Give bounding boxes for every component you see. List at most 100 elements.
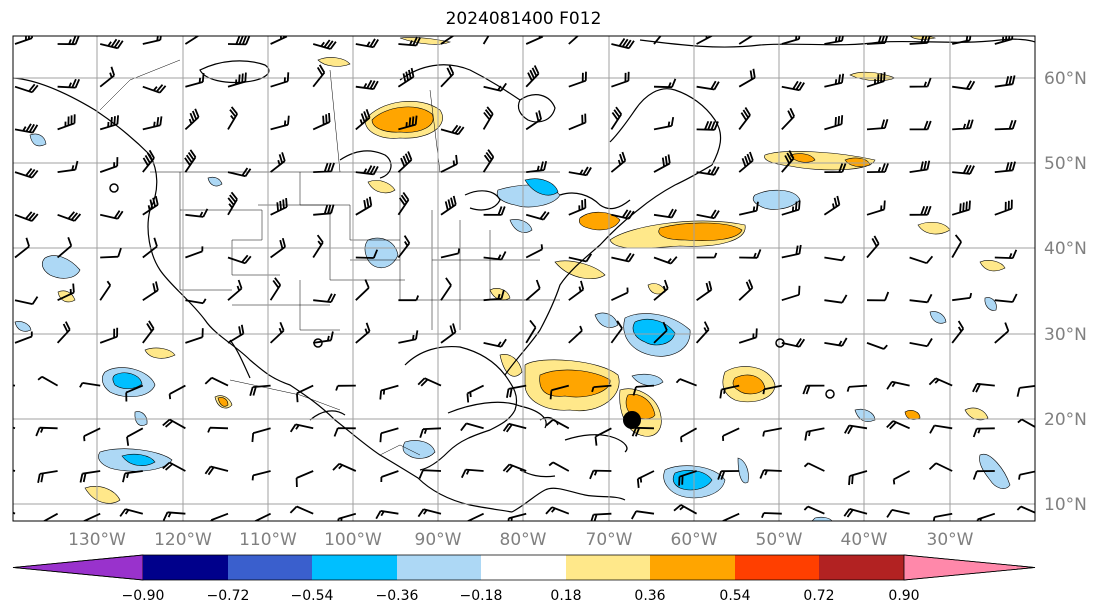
wind-barb [653, 116, 675, 131]
wind-barb [14, 168, 39, 179]
wind-barb [636, 470, 655, 488]
wind-barb [972, 470, 995, 480]
wind-barb [270, 152, 286, 173]
wind-barb [204, 465, 229, 476]
wind-barb [142, 320, 155, 344]
wind-barb [162, 418, 186, 430]
lat-label: 10°N [1044, 495, 1087, 515]
wind-barb [928, 462, 953, 472]
wind-barb [335, 384, 356, 391]
colorbar-tick-label: 0.54 [719, 588, 750, 604]
wind-barb [610, 106, 623, 130]
wind-barb [929, 424, 953, 434]
wind-barb [761, 512, 782, 519]
wind-barb [952, 80, 976, 91]
wind-barb [1018, 470, 1035, 480]
wind-barb [99, 157, 119, 173]
wind-barb [397, 235, 411, 259]
wind-barb [210, 512, 229, 521]
wind-barb [951, 320, 965, 344]
wind-barb [99, 115, 119, 131]
wind-barb [696, 80, 720, 91]
wind-barb [57, 283, 75, 302]
wind-barb [440, 323, 457, 344]
colorbar-extend-high [903, 554, 1036, 581]
wind-barb [781, 150, 795, 173]
wind-barb [14, 123, 39, 134]
colorbar-tick-label: −0.54 [291, 588, 334, 604]
wind-barb [227, 106, 238, 130]
wind-barb [568, 36, 580, 45]
wind-barb [379, 427, 399, 443]
wind-barb [56, 321, 71, 344]
wind-barb [397, 151, 413, 173]
wind-barb [380, 470, 399, 483]
wind-barb [994, 119, 1017, 131]
wind-barb [227, 72, 247, 88]
wind-barb [168, 384, 186, 400]
wind-barb [738, 328, 758, 344]
wind-barb [525, 110, 542, 131]
wind-barb [928, 377, 953, 387]
wind-barb [207, 426, 229, 433]
wind-barb [99, 210, 124, 220]
wind-barb [802, 384, 825, 395]
wind-barb [397, 191, 410, 216]
wind-barb [417, 508, 442, 518]
wind-barb [525, 65, 540, 88]
wind-barb [994, 75, 1016, 88]
wind-barb [653, 321, 668, 344]
wind-barb [525, 36, 544, 45]
colorbar-tick-label: −0.72 [207, 588, 250, 604]
wind-barb [909, 293, 933, 304]
wind-barb [759, 469, 782, 479]
wind-barb [227, 191, 238, 216]
wind-barb [502, 422, 527, 433]
wind-barb [951, 200, 971, 216]
wind-barb [824, 294, 848, 304]
wind-barb [678, 470, 697, 486]
wind-barb [57, 236, 73, 259]
wind-barb [526, 160, 548, 173]
wind-barb [14, 83, 39, 94]
wind-barb [398, 115, 418, 131]
wind-barb [673, 504, 698, 515]
wind-barb [483, 338, 507, 348]
wind-barb [611, 287, 629, 302]
wind-barb [909, 338, 933, 348]
wind-barb [184, 36, 200, 45]
wind-barb [337, 512, 357, 521]
wind-barb [696, 252, 718, 259]
graticule [13, 36, 1035, 521]
wind-barb [185, 328, 204, 344]
wind-barb [355, 38, 379, 49]
wind-barb [762, 427, 782, 437]
wind-barb [254, 512, 271, 521]
wind-barb [162, 461, 186, 472]
wind-barb [440, 248, 461, 259]
colorbar-segments [12, 554, 1036, 581]
wind-barb [227, 279, 243, 301]
wind-barb [781, 200, 801, 216]
wind-barb [398, 295, 420, 302]
wind-barb [142, 149, 155, 173]
wind-barb [440, 154, 458, 173]
wind-barb [482, 106, 494, 130]
wind-barb [125, 384, 144, 402]
wind-barb [932, 512, 953, 521]
wind-barb [251, 427, 271, 443]
colorbar-segment [650, 555, 735, 580]
wind-barb [57, 160, 79, 173]
wind-barb [270, 198, 288, 216]
colorbar-ticks: −0.90 −0.72 −0.54 −0.36 −0.18 0.18 0.36 … [122, 588, 920, 604]
lat-label: 20°N [1044, 410, 1087, 430]
wind-barb [184, 108, 200, 131]
storm-center-marker [623, 411, 641, 429]
wind-barb [719, 384, 740, 399]
wind-barb [952, 164, 975, 175]
lat-label: 50°N [1044, 154, 1087, 174]
lon-label: 50°W [756, 530, 803, 550]
wind-barb [355, 322, 371, 344]
wind-barb [35, 426, 58, 437]
wind-barb [591, 384, 612, 393]
